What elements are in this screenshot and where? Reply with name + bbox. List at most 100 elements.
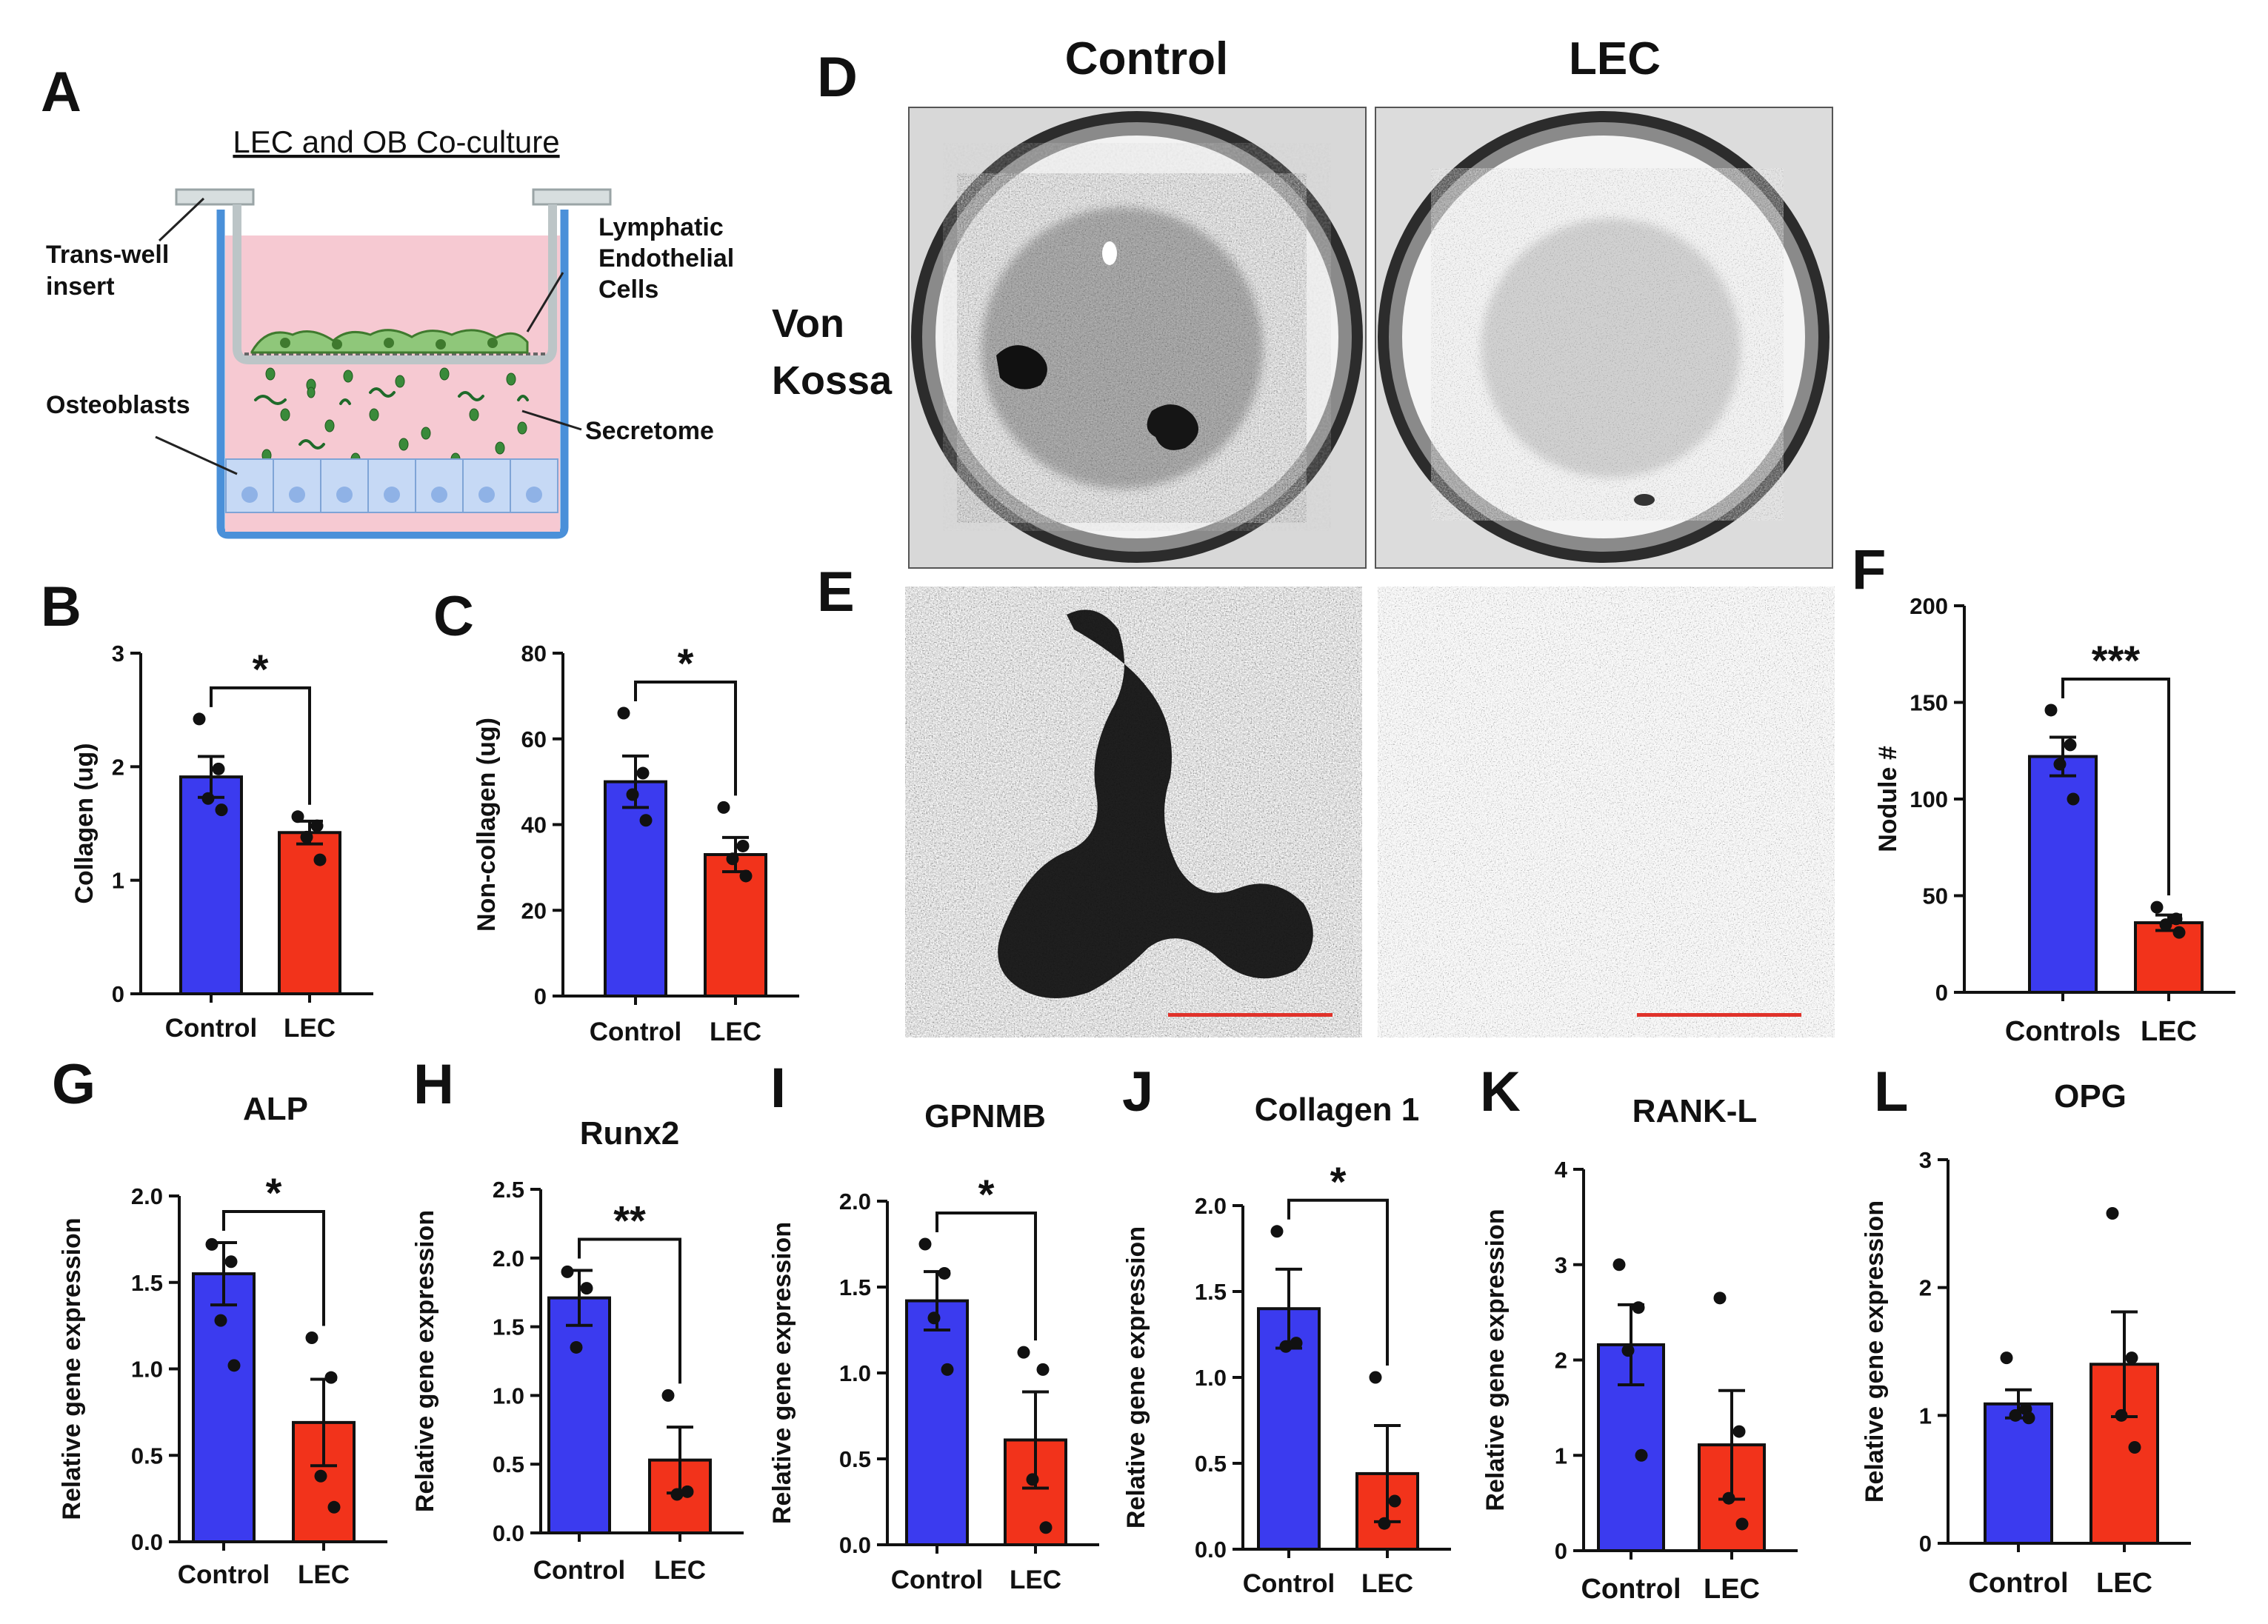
panel-e: E [817, 561, 1835, 1037]
data-point [941, 1363, 954, 1376]
x-tick-label: LEC [710, 1017, 761, 1046]
significance-bracket [935, 1212, 1037, 1341]
label-osteoblasts: Osteoblasts [46, 391, 190, 419]
bar-control [1984, 1402, 2053, 1545]
data-point [570, 1340, 583, 1354]
chart-title: GPNMB [924, 1098, 1046, 1135]
y-tick-label: 1.0 [1195, 1365, 1227, 1391]
panel-label-c: C [433, 585, 474, 648]
y-tick-label: 40 [521, 812, 547, 838]
data-point [215, 803, 228, 817]
panel-label-a: A [41, 61, 81, 124]
data-point [2044, 704, 2058, 717]
data-point [201, 792, 215, 805]
data-point [661, 1389, 675, 1402]
panel-d: D Control LEC Von Kossa [772, 33, 1833, 569]
label-secretome: Secretome [585, 417, 714, 445]
data-point [1039, 1521, 1053, 1534]
label-transwell-1: Trans-well [46, 241, 169, 269]
x-tick-label: Control [1581, 1574, 1681, 1605]
y-tick-label: 2 [112, 754, 124, 780]
y-tick-label: 1.0 [839, 1360, 871, 1386]
bar-control [905, 1299, 969, 1547]
scale-bar [1168, 1013, 1333, 1017]
data-point [305, 1331, 318, 1344]
y-tick-label: 2.5 [493, 1177, 524, 1203]
x-tick-label: Control [891, 1565, 983, 1594]
significance-label: ** [613, 1197, 646, 1244]
data-point [626, 788, 639, 801]
y-tick-label: 0.5 [131, 1443, 163, 1468]
y-axis-label: Non-collagen (ug) [473, 718, 501, 932]
lymphatic-endothelial-cells [250, 329, 529, 354]
chart-c: C 0 20 40 60 80 Control LEC Non-collagen (ug) * [433, 585, 799, 1046]
y-tick-label: 20 [521, 898, 547, 923]
panel-label-i: I [770, 1057, 786, 1120]
data-point [300, 830, 313, 843]
panel-label-f: F [1852, 538, 1886, 601]
bar-control [179, 775, 243, 995]
transwell-insert [233, 204, 557, 364]
data-point [2106, 1207, 2119, 1220]
chart-g: G ALP 0.0 0.5 1.0 1.5 2.0 Control LEC Relative ge… [52, 1053, 387, 1589]
column-title-lec: LEC [1569, 33, 1661, 84]
significance-bracket [210, 686, 311, 805]
bar-control [604, 780, 667, 998]
y-tick-label: 1.5 [493, 1314, 524, 1340]
micrograph-control [905, 587, 1362, 1037]
significance-bracket [222, 1210, 325, 1326]
scale-bar [1637, 1013, 1801, 1017]
y-tick-label: 0.0 [131, 1529, 163, 1555]
y-tick-label: 0 [1935, 980, 1948, 1006]
data-point [2053, 758, 2067, 771]
label-transwell-2: insert [46, 273, 115, 301]
data-point [324, 1371, 338, 1384]
data-point [314, 1469, 327, 1483]
data-point [1713, 1291, 1727, 1305]
bar-lec [704, 853, 767, 998]
y-tick-label: 100 [1910, 786, 1948, 812]
x-tick-label: LEC [298, 1560, 350, 1589]
data-point [2115, 1409, 2128, 1422]
label-lec-2: Endothelial [598, 244, 734, 273]
significance-bracket [1287, 1198, 1389, 1366]
y-tick-label: 2 [1555, 1348, 1567, 1374]
chart-b: B 0 1 2 3 Control LEC Collagen (ug) * [41, 575, 373, 1043]
data-point [227, 1359, 241, 1372]
data-point [193, 712, 206, 726]
y-tick-label: 1.0 [493, 1383, 524, 1409]
y-tick-label: 2.0 [839, 1189, 871, 1214]
y-axis-label: Relative gene expression [411, 1210, 439, 1512]
leader-transwell [158, 197, 205, 242]
y-tick-label: 50 [1923, 883, 1948, 909]
y-tick-label: 1.0 [131, 1357, 163, 1383]
y-tick-label: 2.0 [1195, 1193, 1227, 1219]
data-point [726, 852, 739, 866]
data-point [1722, 1491, 1735, 1505]
bar-lec [2134, 921, 2204, 995]
x-tick-label: Control [1968, 1568, 2068, 1599]
data-point [1621, 1344, 1635, 1357]
y-tick-label: 4 [1555, 1157, 1568, 1183]
y-tick-label: 0.0 [493, 1520, 524, 1546]
data-point [681, 1485, 694, 1498]
data-point [617, 706, 630, 720]
row-title-von: Von [772, 301, 844, 346]
data-point [918, 1237, 932, 1251]
significance-label: *** [2092, 637, 2141, 684]
well-outline [216, 210, 569, 539]
bar-control [547, 1296, 611, 1535]
y-tick-label: 0 [1555, 1538, 1567, 1564]
data-point [214, 1314, 227, 1327]
bar-control [1257, 1307, 1321, 1551]
data-point [2159, 918, 2172, 932]
panel-label-h: H [413, 1053, 454, 1116]
panel-label-d: D [817, 46, 858, 109]
significance-label: * [1330, 1158, 1347, 1205]
image-frame [1375, 107, 1833, 569]
data-point [2000, 1351, 2013, 1365]
data-point [1735, 1517, 1749, 1531]
y-tick-label: 0.5 [1195, 1451, 1227, 1477]
x-tick-label: LEC [284, 1014, 336, 1043]
data-point [636, 766, 650, 780]
